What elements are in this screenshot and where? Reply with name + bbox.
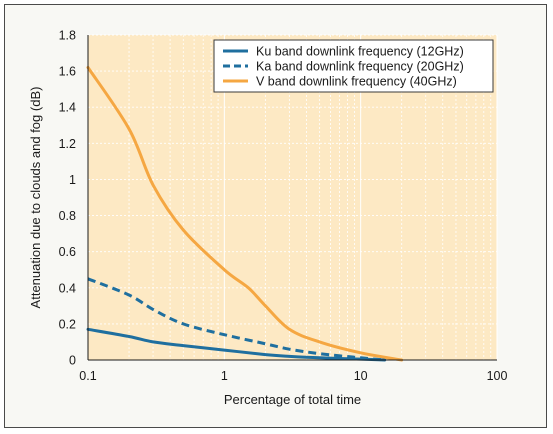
x-tick-labels: 0.1 1 10 100: [79, 369, 507, 383]
y-tick-label: 1.4: [59, 101, 76, 115]
grid-major: [87, 34, 498, 361]
y-tick-label: 1.2: [59, 137, 76, 151]
y-tick-label: 0: [69, 354, 76, 368]
x-tick-label: 100: [487, 369, 508, 383]
x-tick-label: 0.1: [79, 369, 96, 383]
y-tick-label: 0.2: [59, 317, 76, 331]
series-layer: [86, 66, 404, 362]
x-tick-label: 1: [221, 369, 228, 383]
series-line-ka: [87, 277, 385, 362]
x-axis-label: Percentage of total time: [224, 392, 361, 407]
legend-label-v: V band downlink frequency (40GHz): [256, 75, 457, 89]
y-tick-label: 1: [69, 173, 76, 187]
legend-label-ku: Ku band downlink frequency (12GHz): [256, 45, 464, 59]
y-tick-label: 1.6: [59, 65, 76, 79]
series-line-v: [86, 66, 404, 362]
y-axis-label: Attenuation due to clouds and fog (dB): [28, 87, 43, 309]
y-tick-label: 0.4: [59, 281, 76, 295]
y-tick-labels: 0 0.2 0.4 0.6 0.8 1 1.2 1.4 1.6 1.8: [59, 29, 76, 368]
x-tick-label: 10: [354, 369, 368, 383]
axes: [87, 35, 497, 361]
legend: Ku band downlink frequency (12GHz)Ka ban…: [213, 39, 494, 93]
y-tick-label: 0.6: [59, 245, 76, 259]
y-tick-label: 0.8: [59, 209, 76, 223]
legend-label-ka: Ka band downlink frequency (20GHz): [256, 60, 464, 74]
series-line-ku: [86, 327, 387, 362]
y-tick-label: 1.8: [59, 29, 76, 43]
legend-box: [213, 39, 494, 93]
